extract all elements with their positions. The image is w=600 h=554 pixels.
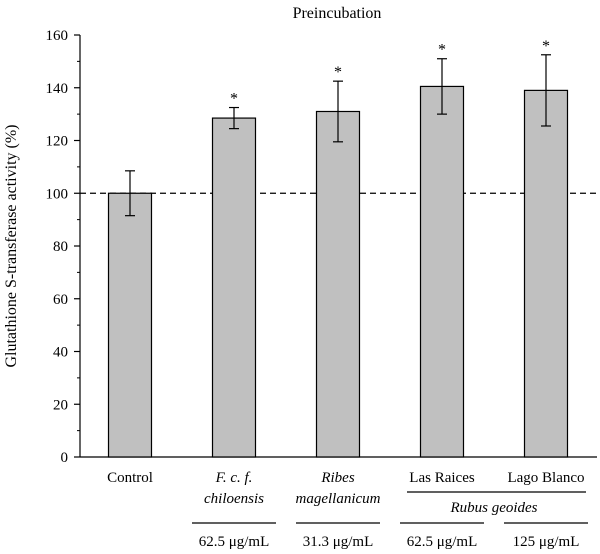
bar (107, 192, 153, 458)
significance-marker: * (438, 42, 446, 59)
y-tick-label: 80 (53, 239, 68, 255)
x-category-label: Control (107, 470, 153, 486)
significance-marker: * (334, 64, 342, 81)
concentration-label: 125 μg/mL (513, 534, 580, 550)
bar (211, 117, 257, 458)
y-tick-label: 140 (46, 81, 69, 97)
x-category-label: Lago Blanco (507, 470, 584, 486)
y-tick-label: 100 (46, 186, 69, 202)
concentration-label: 62.5 μg/mL (407, 534, 478, 550)
concentration-label: 62.5 μg/mL (199, 534, 270, 550)
x-category-label: magellanicum (296, 491, 381, 507)
significance-marker: * (230, 91, 238, 108)
group-label: Rubus geoides (449, 500, 537, 516)
chart-title: Preincubation (293, 5, 382, 22)
significance-marker: * (542, 38, 550, 55)
y-tick-label: 0 (61, 450, 69, 466)
x-category-label: F. c. f. (215, 470, 253, 486)
x-category-label: Las Raices (409, 470, 475, 486)
x-category-label: chiloensis (204, 491, 264, 507)
bar (315, 110, 361, 458)
y-tick-label: 20 (53, 397, 68, 413)
y-tick-label: 60 (53, 292, 68, 308)
y-tick-label: 160 (46, 28, 69, 44)
x-category-label: Ribes (320, 470, 354, 486)
y-tick-label: 120 (46, 134, 69, 150)
plot-area: 0 20 40 60 80 100 120 140 160 * * * * Control F. c. f.… (46, 28, 597, 550)
bar (523, 89, 569, 458)
y-tick-label: 40 (53, 345, 68, 361)
y-axis-label: Glutathione S-transferase activity (%) (3, 124, 20, 367)
concentration-label: 31.3 μg/mL (303, 534, 374, 550)
bar (419, 85, 465, 458)
